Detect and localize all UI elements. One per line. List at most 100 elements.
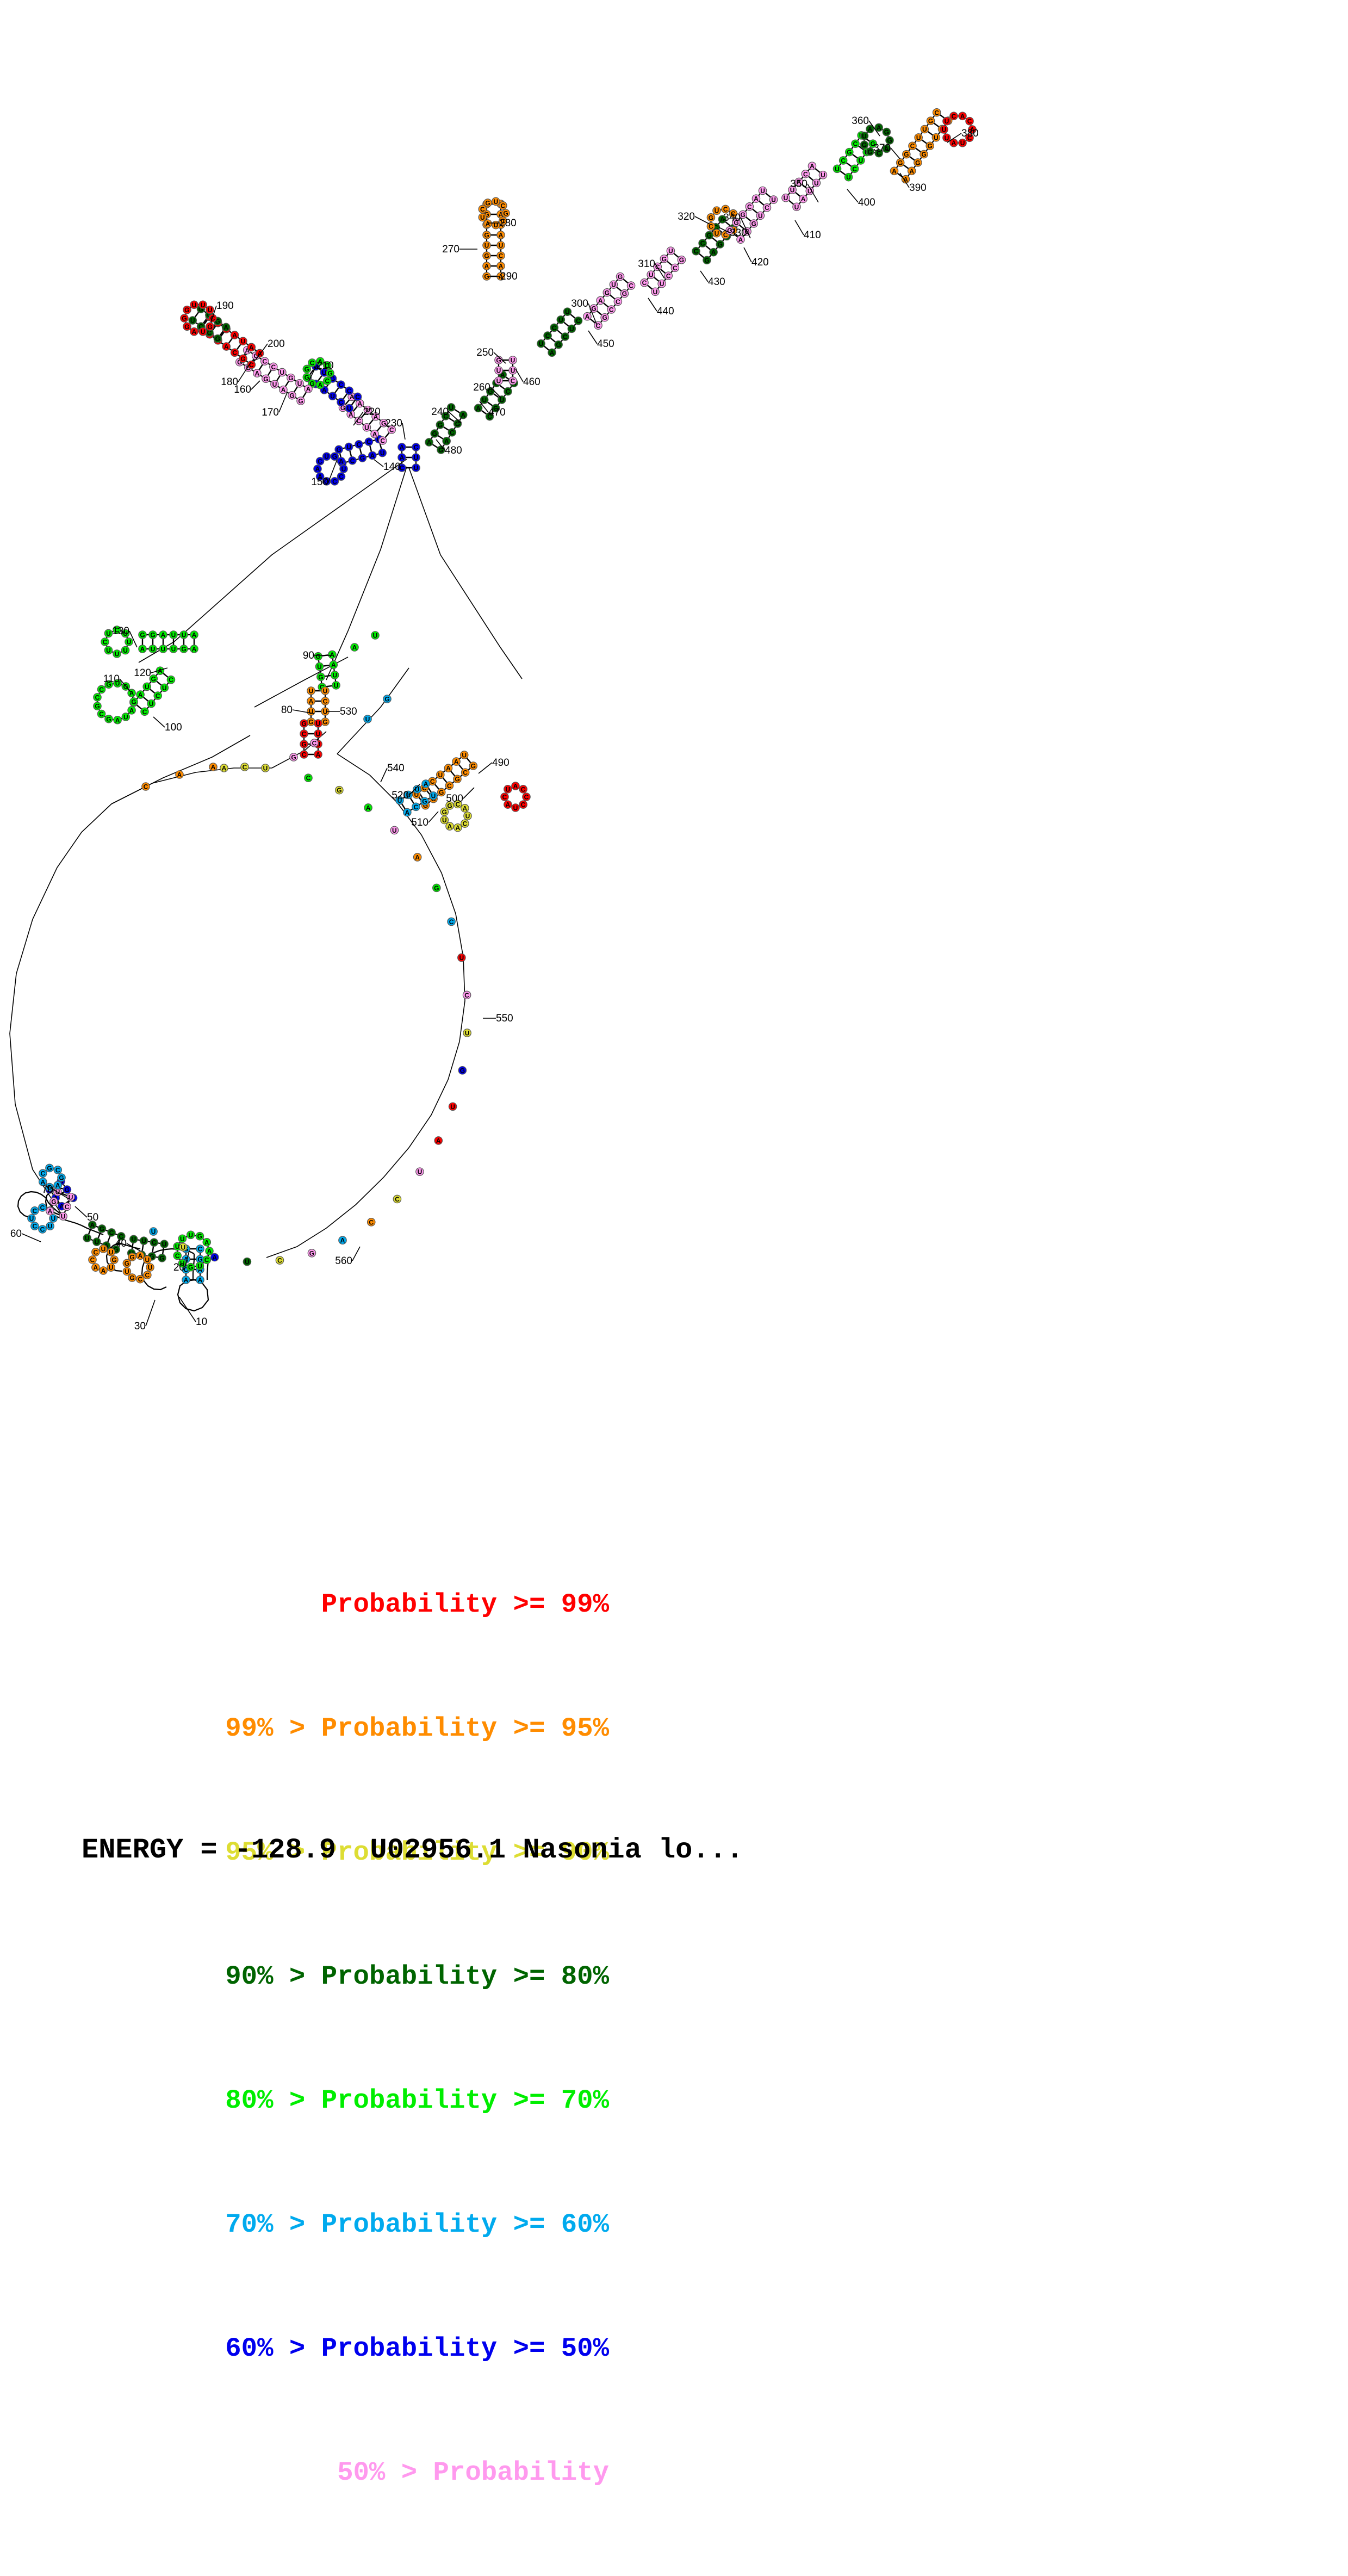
nucleotide-letter: U	[558, 316, 563, 324]
nucleotide	[83, 1234, 92, 1242]
nucleotide	[412, 802, 420, 812]
position-leader-line	[655, 263, 665, 279]
nucleotide-letter: A	[322, 387, 327, 394]
nucleotide	[485, 412, 494, 421]
nucleotide-letter: U	[715, 230, 719, 237]
nucleotide-letter: G	[707, 232, 712, 239]
nucleotide-letter: C	[501, 218, 506, 225]
nucleotide-letter: U	[934, 134, 939, 141]
nucleotide	[703, 256, 711, 265]
nucleotide	[354, 416, 363, 425]
nucleotide-letter: U	[611, 281, 616, 289]
nucleotide	[781, 193, 790, 202]
nucleotide	[738, 210, 748, 219]
nucleotide-letter: G	[556, 341, 561, 349]
nucleotide	[432, 883, 441, 893]
nucleotide-letter: G	[324, 478, 329, 485]
nucleotide	[430, 429, 439, 438]
nucleotide	[358, 454, 367, 462]
nucleotide-letter: U	[171, 631, 176, 639]
nucleotide-letter: G	[921, 151, 926, 158]
nucleotide-letter: U	[241, 338, 246, 345]
nucleotide	[304, 773, 313, 783]
position-leader-line	[740, 217, 751, 239]
position-label: 260	[473, 382, 490, 393]
nucleotide-letter: C	[339, 399, 344, 406]
legend-row-60: 70% > Probability >= 60%	[225, 2209, 609, 2240]
nucleotide	[30, 1222, 39, 1230]
nucleotide-letter: A	[415, 853, 420, 861]
position-leader-line	[21, 1233, 41, 1242]
position-label: 370	[873, 143, 891, 154]
nucleotide-letter: U	[182, 631, 187, 639]
nucleotide	[335, 785, 344, 795]
nucleotide	[378, 436, 387, 445]
nucleotide-letter: G	[215, 335, 220, 343]
position-label: 90	[303, 650, 314, 661]
nucleotide	[508, 376, 517, 385]
nucleotide-letter: G	[309, 1249, 314, 1257]
nucleotide-letter: U	[668, 247, 673, 255]
nucleotide-letter: G	[150, 1253, 154, 1260]
nucleotide-letter: U	[188, 1231, 193, 1239]
nucleotide	[345, 404, 354, 413]
nucleotide	[882, 127, 891, 137]
position-label: 340	[723, 212, 741, 224]
position-leader-line	[380, 767, 388, 783]
nucleotide	[121, 713, 131, 721]
position-leader-line	[129, 630, 138, 648]
nucleotide-letter: U	[95, 1239, 100, 1246]
nucleotide-letter: C	[563, 333, 568, 341]
nucleotide-letter: G	[605, 289, 610, 296]
nucleotide	[323, 361, 332, 370]
nucleotide-letter: C	[310, 359, 315, 367]
nucleotide-letter: U	[415, 786, 420, 794]
nucleotide-letter: G	[301, 741, 306, 748]
nucleotide-letter: G	[129, 1274, 134, 1282]
nucleotide	[195, 1231, 204, 1241]
nucleotide-letter: A	[101, 1267, 106, 1275]
nucleotide-letter: C	[552, 324, 557, 332]
position-label: 160	[234, 384, 251, 395]
nucleotide-letter: A	[499, 263, 504, 270]
nucleotide	[758, 186, 767, 195]
nucleotide-letter: A	[486, 220, 490, 228]
nucleotide	[499, 216, 507, 225]
nucleotide	[874, 123, 883, 132]
nucleotide-letter: U	[365, 406, 370, 414]
nucleotide	[180, 314, 189, 323]
legend-row-50: 60% > Probability >= 50%	[225, 2333, 609, 2364]
nucleotide	[404, 790, 413, 800]
nucleotide	[328, 392, 337, 400]
nucleotide-letter: A	[499, 273, 504, 281]
nucleotide-letter: G	[622, 290, 627, 298]
nucleotide-letter: C	[521, 785, 526, 793]
nucleotide	[127, 706, 136, 715]
nucleotide-letter: U	[482, 396, 487, 404]
nucleotide-letter: U	[380, 449, 385, 457]
nucleotide-letter: A	[720, 216, 725, 224]
nucleotide	[169, 630, 178, 639]
nucleotide	[97, 685, 106, 694]
nucleotide	[511, 803, 520, 812]
position-leader-line	[251, 380, 260, 390]
nucleotide	[300, 719, 308, 728]
nucleotide-letter: C	[243, 764, 247, 771]
nucleotide	[104, 680, 113, 689]
nucleotide	[613, 297, 623, 306]
nucleotide	[326, 369, 334, 377]
nucleotide-letter: G	[318, 673, 323, 681]
nucleotide	[230, 331, 239, 339]
nucleotide-letter: U	[493, 221, 498, 229]
nucleotide	[626, 281, 636, 290]
nucleotide	[307, 697, 315, 705]
nucleotide-letter: A	[115, 716, 120, 724]
nucleotide	[441, 412, 450, 420]
nucleotide	[413, 853, 422, 862]
nucleotide	[99, 1244, 108, 1253]
nucleotide-letter: U	[835, 165, 840, 173]
nucleotide-letter: U	[161, 646, 166, 653]
nucleotide	[183, 305, 191, 314]
nucleotide-letter: C	[40, 1204, 45, 1212]
nucleotide-letter: A	[340, 1237, 345, 1244]
